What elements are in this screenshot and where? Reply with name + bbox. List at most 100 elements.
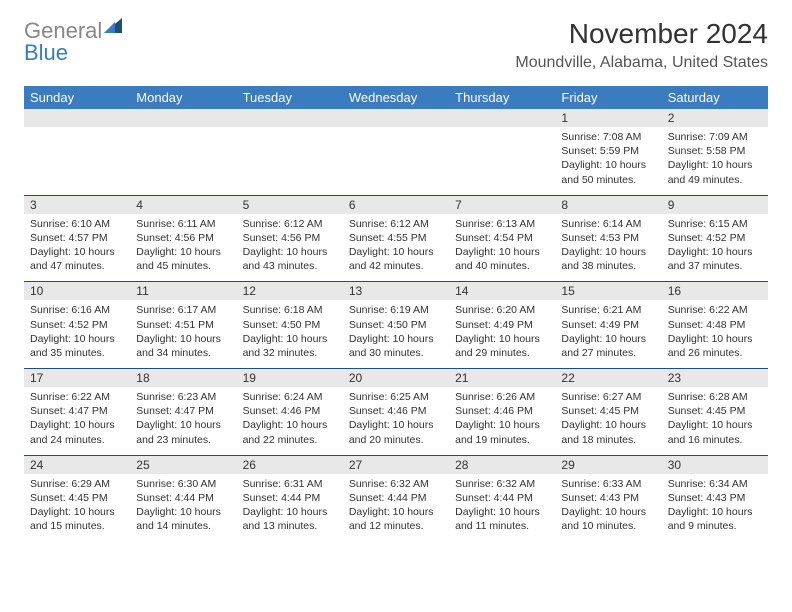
- sunset-text: Sunset: 4:45 PM: [561, 404, 655, 418]
- day-detail-cell: Sunrise: 6:26 AMSunset: 4:46 PMDaylight:…: [449, 387, 555, 455]
- week-number-row: 3456789: [24, 195, 768, 214]
- daylight-text: Daylight: 10 hours and 15 minutes.: [30, 505, 124, 533]
- day-number-cell: 26: [237, 455, 343, 474]
- sunset-text: Sunset: 4:54 PM: [455, 231, 549, 245]
- sunset-text: Sunset: 4:45 PM: [30, 491, 124, 505]
- sunrise-text: Sunrise: 6:33 AM: [561, 477, 655, 491]
- sunrise-text: Sunrise: 6:15 AM: [668, 217, 762, 231]
- day-detail-cell: [24, 127, 130, 195]
- day-number-cell: 13: [343, 282, 449, 301]
- day-number-cell: 16: [662, 282, 768, 301]
- day-number-cell: 1: [555, 109, 661, 127]
- day-detail-cell: Sunrise: 6:12 AMSunset: 4:55 PMDaylight:…: [343, 214, 449, 282]
- sunrise-text: Sunrise: 6:24 AM: [243, 390, 337, 404]
- sunrise-text: Sunrise: 6:29 AM: [30, 477, 124, 491]
- day-number-cell: 22: [555, 369, 661, 388]
- day-number-cell: 17: [24, 369, 130, 388]
- daylight-text: Daylight: 10 hours and 43 minutes.: [243, 245, 337, 273]
- daylight-text: Daylight: 10 hours and 14 minutes.: [136, 505, 230, 533]
- dow-friday: Friday: [555, 86, 661, 109]
- sunrise-text: Sunrise: 6:20 AM: [455, 303, 549, 317]
- sunrise-text: Sunrise: 6:16 AM: [30, 303, 124, 317]
- sunrise-text: Sunrise: 6:13 AM: [455, 217, 549, 231]
- week-detail-row: Sunrise: 7:08 AMSunset: 5:59 PMDaylight:…: [24, 127, 768, 195]
- sunset-text: Sunset: 4:47 PM: [30, 404, 124, 418]
- day-detail-cell: Sunrise: 6:20 AMSunset: 4:49 PMDaylight:…: [449, 300, 555, 368]
- daylight-text: Daylight: 10 hours and 20 minutes.: [349, 418, 443, 446]
- sunrise-text: Sunrise: 6:32 AM: [455, 477, 549, 491]
- day-number-cell: 20: [343, 369, 449, 388]
- daylight-text: Daylight: 10 hours and 32 minutes.: [243, 332, 337, 360]
- week-detail-row: Sunrise: 6:16 AMSunset: 4:52 PMDaylight:…: [24, 300, 768, 368]
- sunset-text: Sunset: 5:58 PM: [668, 144, 762, 158]
- daylight-text: Daylight: 10 hours and 24 minutes.: [30, 418, 124, 446]
- day-number-cell: 14: [449, 282, 555, 301]
- day-number-cell: 5: [237, 195, 343, 214]
- day-detail-cell: Sunrise: 6:14 AMSunset: 4:53 PMDaylight:…: [555, 214, 661, 282]
- daylight-text: Daylight: 10 hours and 22 minutes.: [243, 418, 337, 446]
- day-detail-cell: Sunrise: 6:30 AMSunset: 4:44 PMDaylight:…: [130, 474, 236, 542]
- sunset-text: Sunset: 4:57 PM: [30, 231, 124, 245]
- day-detail-cell: Sunrise: 6:17 AMSunset: 4:51 PMDaylight:…: [130, 300, 236, 368]
- day-number-cell: 4: [130, 195, 236, 214]
- dow-monday: Monday: [130, 86, 236, 109]
- sunrise-text: Sunrise: 6:12 AM: [243, 217, 337, 231]
- daylight-text: Daylight: 10 hours and 10 minutes.: [561, 505, 655, 533]
- daylight-text: Daylight: 10 hours and 18 minutes.: [561, 418, 655, 446]
- daylight-text: Daylight: 10 hours and 29 minutes.: [455, 332, 549, 360]
- daylight-text: Daylight: 10 hours and 19 minutes.: [455, 418, 549, 446]
- day-number-cell: [343, 109, 449, 127]
- location-text: Moundville, Alabama, United States: [515, 54, 768, 72]
- daylight-text: Daylight: 10 hours and 9 minutes.: [668, 505, 762, 533]
- sunrise-text: Sunrise: 6:17 AM: [136, 303, 230, 317]
- day-number-cell: 6: [343, 195, 449, 214]
- sunrise-text: Sunrise: 7:08 AM: [561, 130, 655, 144]
- sunset-text: Sunset: 4:52 PM: [668, 231, 762, 245]
- week-number-row: 10111213141516: [24, 282, 768, 301]
- day-detail-cell: [449, 127, 555, 195]
- day-detail-cell: Sunrise: 6:21 AMSunset: 4:49 PMDaylight:…: [555, 300, 661, 368]
- sunset-text: Sunset: 4:56 PM: [136, 231, 230, 245]
- day-detail-cell: Sunrise: 6:18 AMSunset: 4:50 PMDaylight:…: [237, 300, 343, 368]
- dow-thursday: Thursday: [449, 86, 555, 109]
- daylight-text: Daylight: 10 hours and 40 minutes.: [455, 245, 549, 273]
- day-number-cell: 8: [555, 195, 661, 214]
- sunset-text: Sunset: 4:51 PM: [136, 318, 230, 332]
- daylight-text: Daylight: 10 hours and 35 minutes.: [30, 332, 124, 360]
- daylight-text: Daylight: 10 hours and 42 minutes.: [349, 245, 443, 273]
- sunrise-text: Sunrise: 6:31 AM: [243, 477, 337, 491]
- dow-wednesday: Wednesday: [343, 86, 449, 109]
- day-number-cell: [130, 109, 236, 127]
- day-detail-cell: Sunrise: 6:29 AMSunset: 4:45 PMDaylight:…: [24, 474, 130, 542]
- sunset-text: Sunset: 4:49 PM: [455, 318, 549, 332]
- sunset-text: Sunset: 4:46 PM: [455, 404, 549, 418]
- sunset-text: Sunset: 4:43 PM: [561, 491, 655, 505]
- day-number-cell: 3: [24, 195, 130, 214]
- day-number-cell: 7: [449, 195, 555, 214]
- sunset-text: Sunset: 5:59 PM: [561, 144, 655, 158]
- sunset-text: Sunset: 4:53 PM: [561, 231, 655, 245]
- day-detail-cell: Sunrise: 6:34 AMSunset: 4:43 PMDaylight:…: [662, 474, 768, 542]
- sunset-text: Sunset: 4:44 PM: [349, 491, 443, 505]
- brand-word-blue: Blue: [24, 40, 126, 66]
- day-number-cell: 2: [662, 109, 768, 127]
- sunrise-text: Sunrise: 6:14 AM: [561, 217, 655, 231]
- daylight-text: Daylight: 10 hours and 30 minutes.: [349, 332, 443, 360]
- day-number-cell: 9: [662, 195, 768, 214]
- day-detail-cell: Sunrise: 6:15 AMSunset: 4:52 PMDaylight:…: [662, 214, 768, 282]
- day-detail-cell: Sunrise: 6:13 AMSunset: 4:54 PMDaylight:…: [449, 214, 555, 282]
- sunset-text: Sunset: 4:46 PM: [243, 404, 337, 418]
- day-number-cell: 12: [237, 282, 343, 301]
- day-detail-cell: Sunrise: 6:19 AMSunset: 4:50 PMDaylight:…: [343, 300, 449, 368]
- sunrise-text: Sunrise: 6:22 AM: [668, 303, 762, 317]
- day-detail-cell: [343, 127, 449, 195]
- daylight-text: Daylight: 10 hours and 23 minutes.: [136, 418, 230, 446]
- day-number-cell: 23: [662, 369, 768, 388]
- day-number-cell: [24, 109, 130, 127]
- day-number-cell: [237, 109, 343, 127]
- day-detail-cell: Sunrise: 6:33 AMSunset: 4:43 PMDaylight:…: [555, 474, 661, 542]
- day-number-cell: [449, 109, 555, 127]
- day-detail-cell: Sunrise: 6:32 AMSunset: 4:44 PMDaylight:…: [343, 474, 449, 542]
- month-title: November 2024: [515, 18, 768, 50]
- day-detail-cell: Sunrise: 6:32 AMSunset: 4:44 PMDaylight:…: [449, 474, 555, 542]
